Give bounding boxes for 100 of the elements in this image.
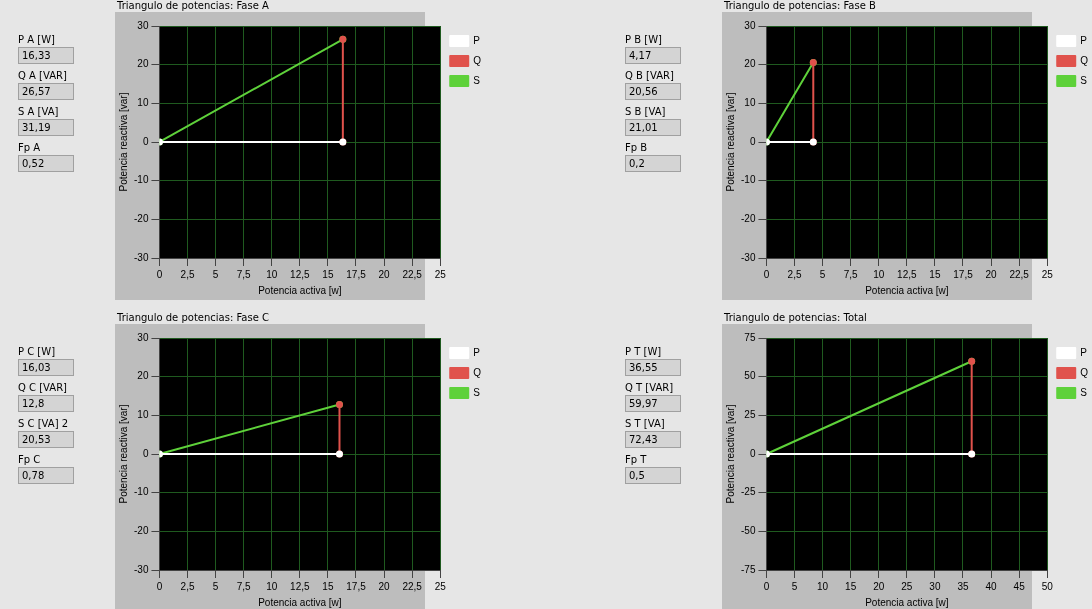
text: P C [W] — [18, 346, 57, 357]
x-tick-label: 10 — [873, 268, 885, 280]
text: 0,2 — [625, 155, 681, 172]
text: Fp C — [18, 454, 42, 465]
legend-label: S — [1080, 74, 1088, 86]
text: 72,43 — [625, 431, 681, 448]
y-axis-title: Potencia reactiva [var] — [117, 92, 129, 192]
text: Q B [VAR] — [625, 70, 675, 81]
y-tick-label: 10 — [137, 97, 149, 109]
y-tick-label: -30 — [134, 251, 149, 263]
x-tick-label: 17,5 — [346, 580, 367, 592]
y-tick-label: 0 — [749, 447, 756, 459]
y-axis-title: Potencia reactiva [var] — [117, 404, 129, 504]
x-axis-title: Potencia activa [w] — [865, 596, 949, 608]
y-tick-label: 0 — [749, 135, 756, 147]
y-tick-label: 0 — [142, 135, 149, 147]
x-tick-label: 5 — [212, 268, 219, 280]
x-tick-label: 5 — [819, 268, 826, 280]
y-tick-label: 20 — [744, 58, 756, 70]
x-tick-label: 20 — [378, 580, 391, 592]
x-tick-label: 15 — [929, 268, 941, 280]
text: 16,33 — [18, 47, 74, 64]
x-tick-label: 12,5 — [290, 580, 310, 592]
x-axis-title: Potencia activa [w] — [258, 596, 342, 608]
x-tick-label: 12,5 — [290, 268, 310, 280]
x-tick-label: 20 — [873, 580, 885, 592]
text: 12,8 — [18, 395, 74, 412]
y-tick-label: 25 — [744, 409, 756, 421]
y-tick-label: 10 — [137, 409, 149, 421]
text: P T [W] — [625, 346, 663, 357]
y-tick-label: -30 — [134, 563, 149, 575]
y-tick-label: 30 — [137, 19, 149, 31]
text: 31,19 — [18, 119, 74, 136]
text: 20,53 — [18, 431, 74, 448]
x-axis-title: Potencia activa [w] — [865, 284, 949, 296]
text: Q C [VAR] — [18, 382, 68, 393]
text: 0,52 — [18, 155, 74, 172]
y-tick-label: -10 — [741, 174, 756, 186]
legend-label: P — [473, 34, 481, 46]
y-tick-label: 30 — [744, 19, 756, 31]
y-tick-label: 20 — [137, 58, 149, 70]
y-tick-label: -75 — [741, 563, 756, 575]
y-tick-label: 0 — [142, 447, 149, 459]
text: 0,5 — [625, 467, 681, 484]
x-tick-label: 10 — [817, 580, 829, 592]
legend-label: Q — [473, 366, 482, 378]
y-tick-label: 75 — [744, 331, 756, 343]
x-tick-label: 25 — [901, 580, 913, 592]
x-tick-label: 12,5 — [897, 268, 917, 280]
x-tick-label: 0 — [763, 268, 770, 280]
x-tick-label: 2,5 — [180, 580, 195, 592]
x-tick-label: 22,5 — [1009, 268, 1030, 280]
y-tick-label: -10 — [134, 486, 149, 498]
legend-label: S — [1080, 386, 1088, 398]
legend-label: Q — [1080, 366, 1089, 378]
text: Q A [VAR] — [18, 70, 68, 81]
x-tick-label: 0 — [763, 580, 770, 592]
text: 20,56 — [625, 83, 681, 100]
chart-title: Triangulo de potencias: Fase B — [724, 0, 876, 11]
text: S B [VA] — [625, 106, 667, 117]
text: S T [VA] — [625, 418, 666, 429]
x-tick-label: 0 — [156, 268, 163, 280]
x-tick-label: 0 — [156, 580, 163, 592]
x-tick-label: 10 — [266, 268, 278, 280]
x-tick-label: 30 — [929, 580, 941, 592]
x-tick-label: 2,5 — [787, 268, 802, 280]
y-axis-title: Potencia reactiva [var] — [724, 404, 736, 504]
text: 0,78 — [18, 467, 74, 484]
y-tick-label: -20 — [134, 213, 149, 225]
x-tick-label: 17,5 — [346, 268, 367, 280]
x-tick-label: 22,5 — [402, 268, 423, 280]
y-tick-label: 50 — [744, 370, 756, 382]
y-tick-label: -20 — [741, 213, 756, 225]
legend-label: Q — [473, 54, 482, 66]
x-tick-label: 50 — [1041, 580, 1054, 592]
text: P B [W] — [625, 34, 663, 45]
y-tick-label: 10 — [744, 97, 756, 109]
x-axis-title: Potencia activa [w] — [258, 284, 342, 296]
y-tick-label: 20 — [137, 370, 149, 382]
x-tick-label: 10 — [266, 580, 278, 592]
chart-title: Triangulo de potencias: Fase A — [117, 0, 269, 11]
text: Fp T — [625, 454, 648, 465]
y-tick-label: 30 — [137, 331, 149, 343]
y-axis-title: Potencia reactiva [var] — [724, 92, 736, 192]
text: 36,55 — [625, 359, 681, 376]
x-tick-label: 25 — [434, 580, 447, 592]
text: 59,97 — [625, 395, 681, 412]
x-tick-label: 15 — [322, 580, 334, 592]
chart-title: Triangulo de potencias: Total — [724, 312, 867, 323]
y-tick-label: -30 — [741, 251, 756, 263]
x-tick-label: 25 — [1041, 268, 1054, 280]
x-tick-label: 25 — [434, 268, 447, 280]
x-tick-label: 40 — [985, 580, 998, 592]
text: S A [VA] — [18, 106, 60, 117]
x-tick-label: 2,5 — [180, 268, 195, 280]
text: 21,01 — [625, 119, 681, 136]
y-tick-label: -20 — [134, 525, 149, 537]
text: Q T [VAR] — [625, 382, 675, 393]
legend-label: S — [473, 74, 481, 86]
y-tick-label: -10 — [134, 174, 149, 186]
